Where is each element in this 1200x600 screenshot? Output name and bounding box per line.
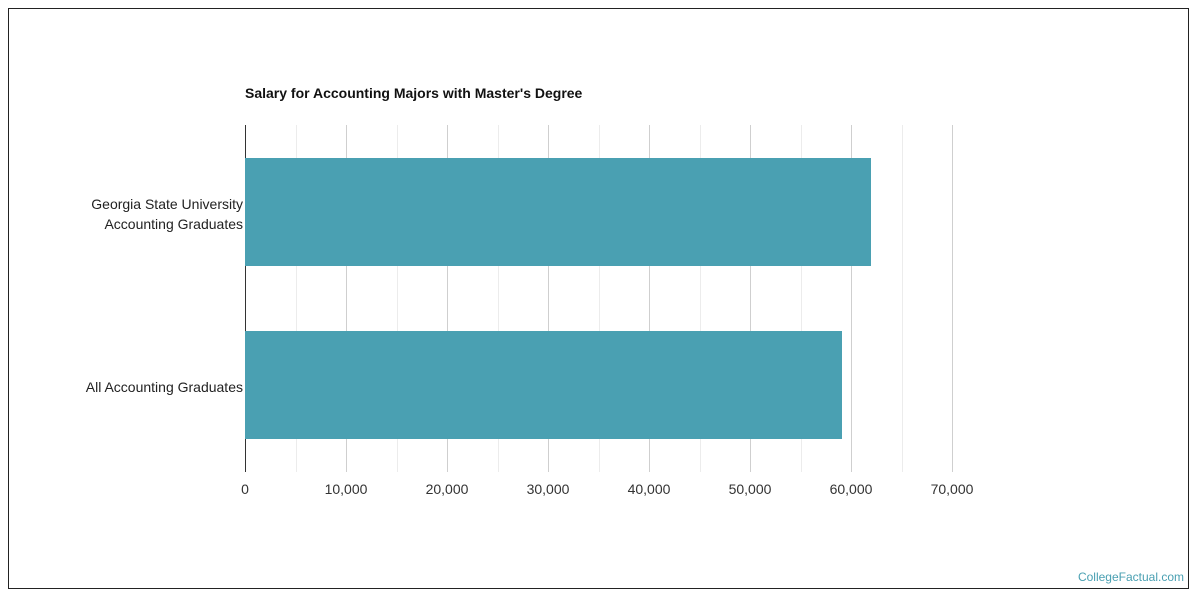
- grid-line: [952, 125, 953, 472]
- grid-line: [346, 125, 347, 472]
- y-axis-line: [245, 125, 246, 472]
- grid-line: [447, 125, 448, 472]
- chart-frame: [8, 8, 1189, 589]
- x-tick-label: 70,000: [930, 481, 974, 497]
- grid-line: [295, 125, 297, 472]
- category-label: All Accounting Graduates: [85, 379, 243, 396]
- grid-line: [800, 125, 802, 472]
- plot-area: [245, 125, 953, 472]
- grid-line: [750, 125, 751, 472]
- source-credit[interactable]: CollegeFactual.com: [1077, 570, 1184, 584]
- x-tick-label: 0: [241, 481, 249, 497]
- bar[interactable]: [245, 157, 872, 266]
- x-tick-label: 40,000: [627, 481, 671, 497]
- grid-line: [548, 125, 549, 472]
- grid-line: [396, 125, 398, 472]
- x-tick-label: 20,000: [425, 481, 469, 497]
- grid-line: [598, 125, 600, 472]
- grid-line: [497, 125, 499, 472]
- x-tick-label: 10,000: [324, 481, 368, 497]
- grid-line: [851, 125, 852, 472]
- grid-line: [649, 125, 650, 472]
- grid-line: [699, 125, 701, 472]
- category-label: Georgia State University Accounting Gradu…: [91, 195, 243, 232]
- x-tick-label: 60,000: [829, 481, 873, 497]
- chart-title: Salary for Accounting Majors with Master…: [245, 85, 583, 101]
- x-tick-label: 30,000: [526, 481, 570, 497]
- grid-line: [901, 125, 903, 472]
- bar[interactable]: [245, 331, 842, 440]
- x-tick-label: 50,000: [728, 481, 772, 497]
